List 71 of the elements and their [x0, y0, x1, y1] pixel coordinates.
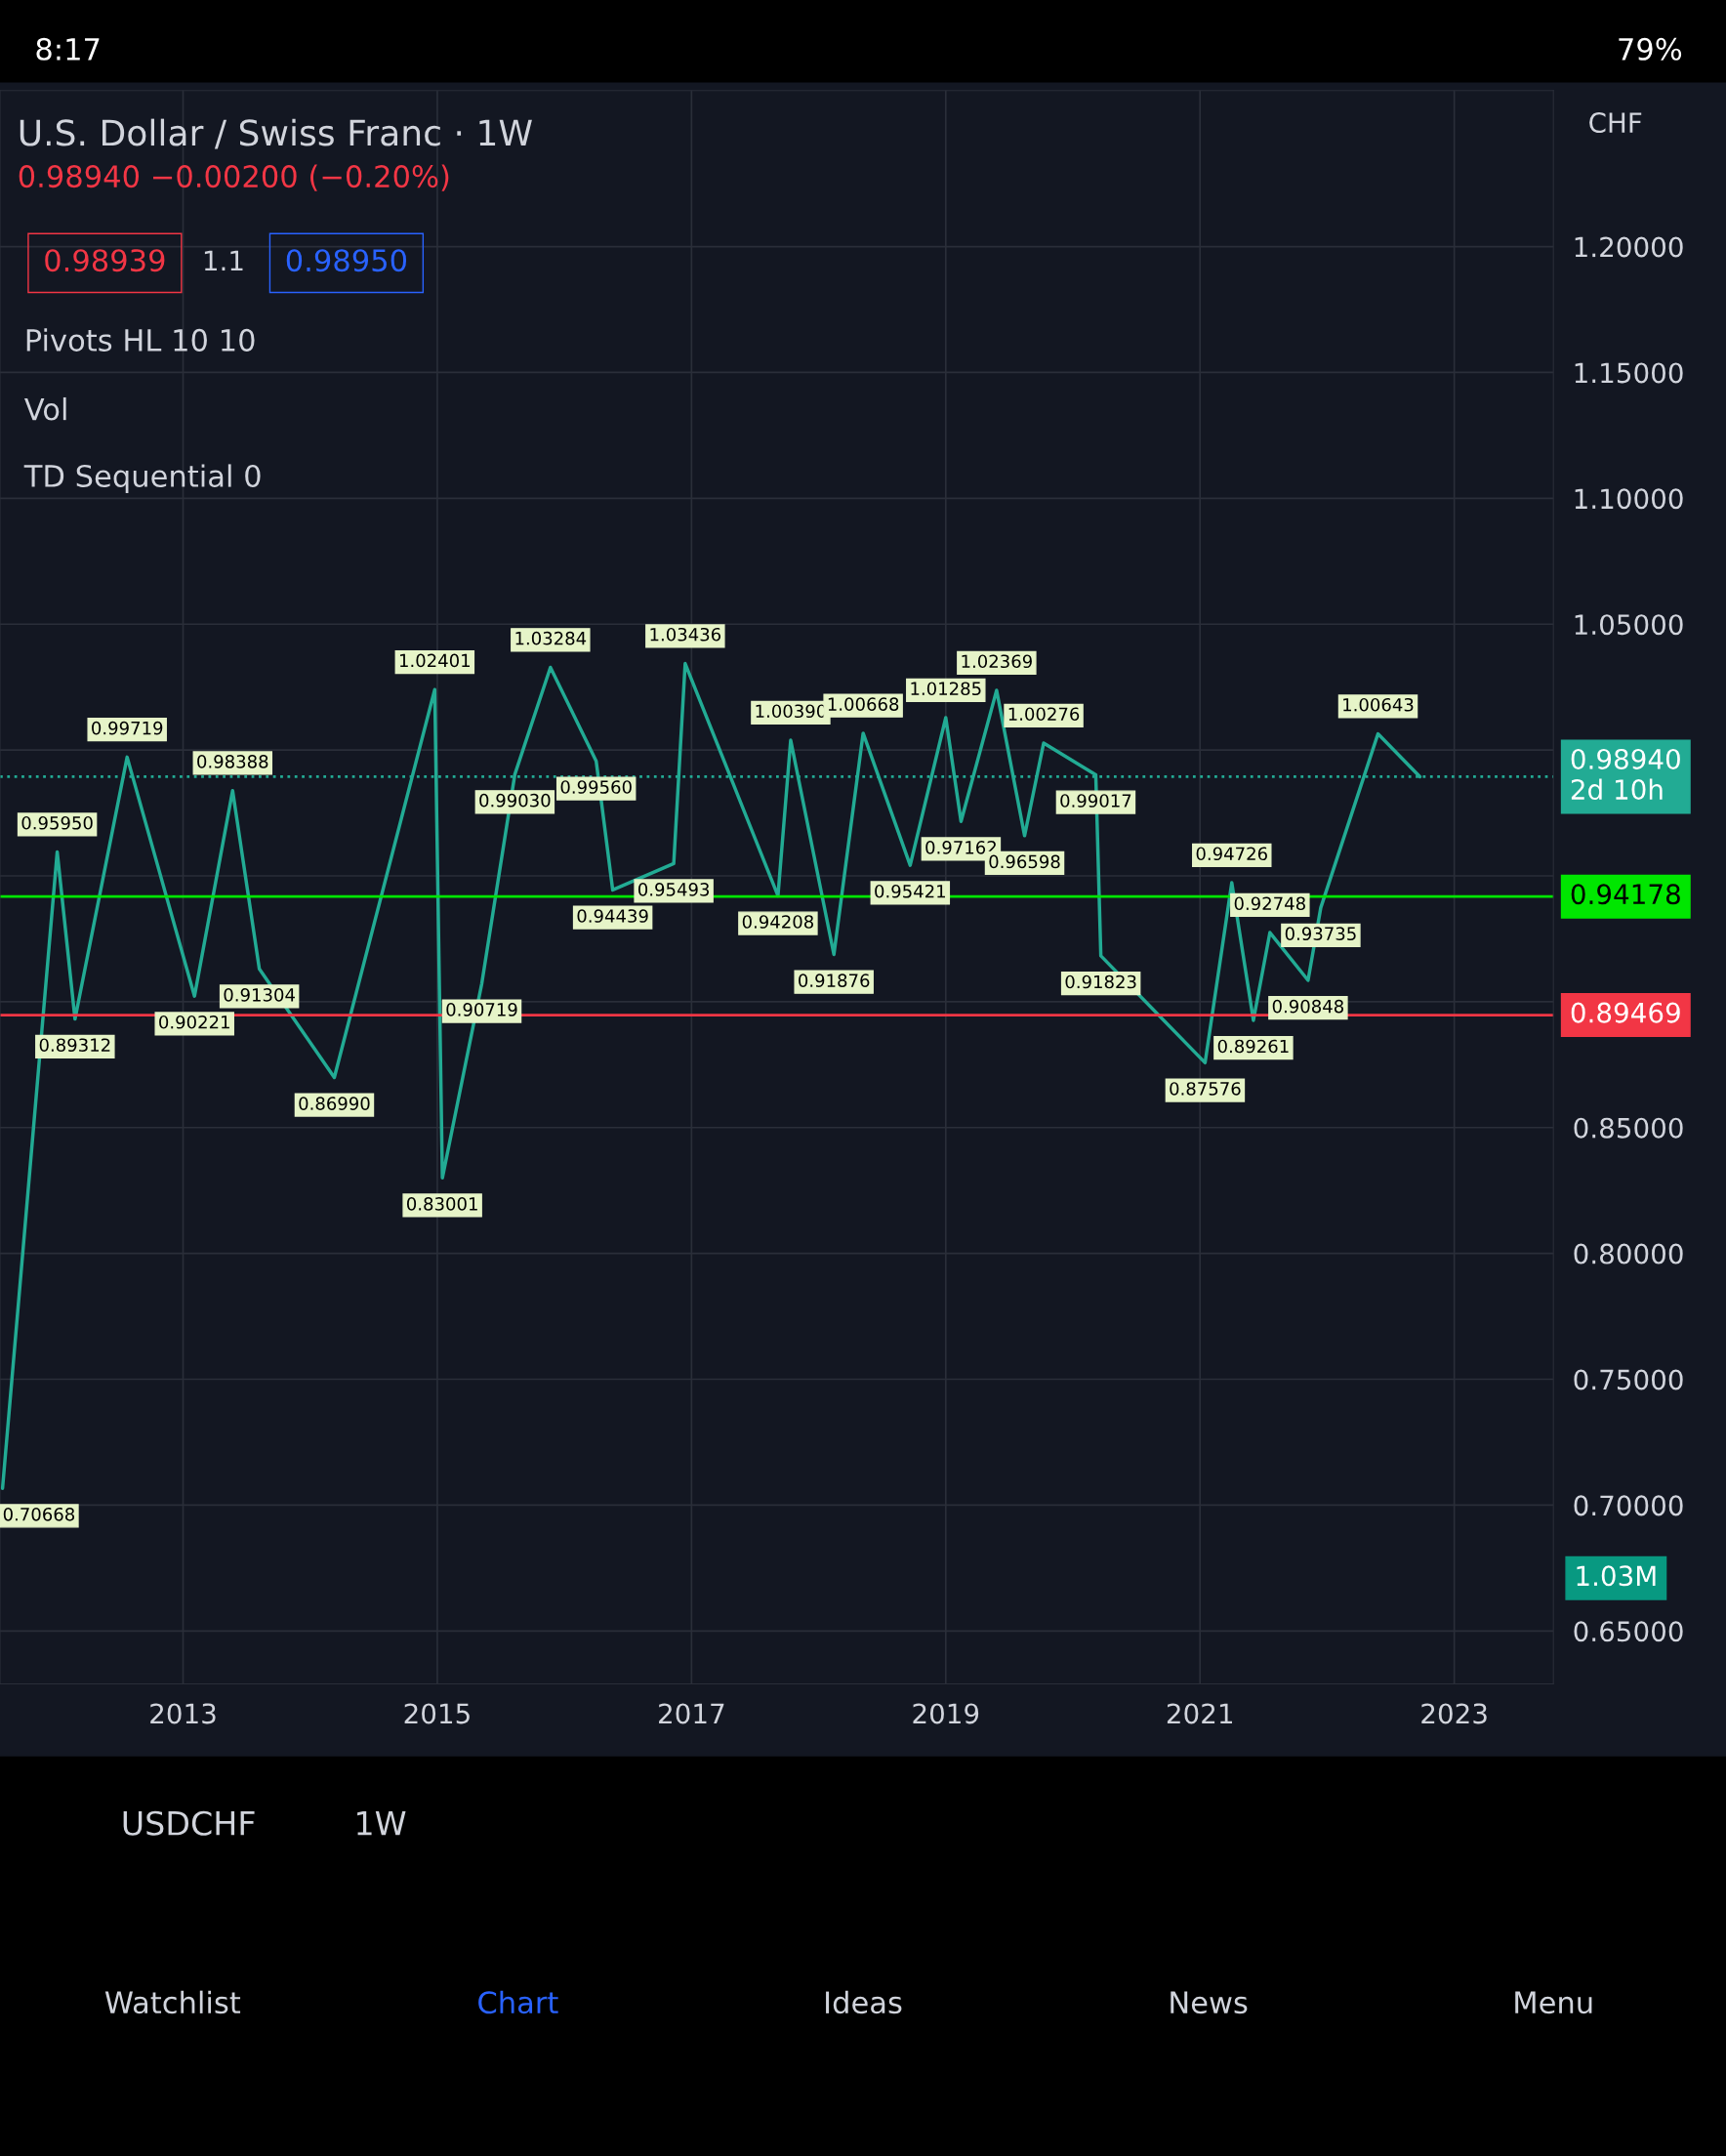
data-label: 1.02401: [399, 653, 470, 668]
data-label: 0.87576: [1170, 1082, 1241, 1096]
data-label: 0.90719: [446, 1003, 517, 1016]
x-tick-label: 2023: [1421, 1703, 1487, 1724]
text: Watchlist: [104, 1990, 241, 2014]
data-label: 0.95493: [637, 883, 710, 896]
data-label: 0.94439: [577, 909, 648, 923]
annotation: 1.1: [204, 250, 243, 271]
data-label: 0.98388: [197, 755, 268, 768]
y-tick-label: 1.20000: [1575, 236, 1683, 258]
ref-line-label: 0.89469: [1571, 1002, 1680, 1023]
data-label: 0.83001: [407, 1197, 477, 1211]
data-label: 0.93735: [1285, 927, 1356, 941]
ref-line-label: 0.98940 2d 10h: [1571, 748, 1680, 801]
y-tick-label: 0.70000: [1574, 1495, 1683, 1516]
data-label: 0.94208: [742, 915, 813, 929]
y-tick-label: 1.05000: [1575, 614, 1683, 636]
text: Chart: [478, 1990, 558, 2014]
data-label: 0.70668: [3, 1507, 75, 1521]
annotation: 0.98939: [45, 249, 165, 272]
y-tick-label: 1.10000: [1575, 488, 1683, 510]
data-label: 0.89312: [39, 1038, 110, 1053]
text: 1.03M: [1577, 1565, 1656, 1587]
y-tick-label: 0.65000: [1574, 1621, 1683, 1642]
text: 0.98940 −0.00200 (−0.20%): [19, 164, 449, 191]
data-label: 0.90848: [1272, 999, 1343, 1014]
data-label: 0.95950: [21, 815, 93, 830]
data-label: 0.94726: [1196, 847, 1267, 861]
data-label: 1.01285: [911, 682, 981, 696]
text: 1W: [357, 1811, 406, 1836]
y-tick-label: 0.85000: [1574, 1117, 1683, 1139]
data-label: 0.91304: [224, 988, 295, 1002]
text: 79%: [1619, 37, 1682, 61]
data-label: 0.91823: [1065, 974, 1136, 989]
y-tick-label: 0.75000: [1574, 1369, 1683, 1390]
text: U.S. Dollar / Swiss Franc · 1W: [20, 118, 532, 149]
data-label: 1.00276: [1008, 707, 1080, 722]
data-label: 0.90221: [159, 1015, 229, 1029]
x-tick-label: 2015: [404, 1703, 470, 1724]
data-label: 1.03284: [515, 631, 587, 645]
data-label: 0.99030: [479, 793, 551, 808]
data-label: 1.00643: [1343, 697, 1414, 712]
data-label: 0.86990: [299, 1097, 370, 1110]
x-tick-label: 2013: [150, 1703, 216, 1724]
data-label: 0.96598: [989, 854, 1060, 869]
data-label: 0.99017: [1060, 794, 1131, 808]
data-label: 1.02369: [962, 654, 1032, 669]
x-tick-label: 2017: [659, 1703, 724, 1724]
data-label: 1.00668: [828, 697, 899, 711]
text: USDCHF: [123, 1810, 255, 1836]
text: CHF: [1589, 112, 1642, 134]
annotation: Pivots HL 10 10: [26, 328, 255, 352]
text: 8:17: [36, 37, 100, 61]
y-tick-label: 1.15000: [1575, 362, 1683, 384]
data-label: 0.91876: [799, 974, 870, 987]
ref-line-label: 0.94178: [1571, 884, 1680, 905]
annotation: Vol: [23, 396, 66, 421]
text: News: [1171, 1991, 1248, 2014]
x-tick-label: 2019: [913, 1703, 979, 1724]
data-label: 0.92748: [1234, 896, 1305, 911]
data-label: 0.99560: [560, 780, 632, 794]
data-label: 0.99719: [92, 721, 163, 735]
annotation: 0.98950: [286, 249, 407, 272]
x-tick-label: 2021: [1167, 1703, 1232, 1724]
annotation: TD Sequential 0: [23, 464, 261, 493]
y-tick-label: 0.80000: [1574, 1243, 1683, 1265]
data-label: 0.89261: [1217, 1039, 1289, 1054]
text: Ideas: [826, 1990, 902, 2014]
data-label: 0.95421: [875, 884, 945, 898]
data-label: 1.03436: [650, 627, 721, 642]
text: Menu: [1515, 1991, 1592, 2014]
